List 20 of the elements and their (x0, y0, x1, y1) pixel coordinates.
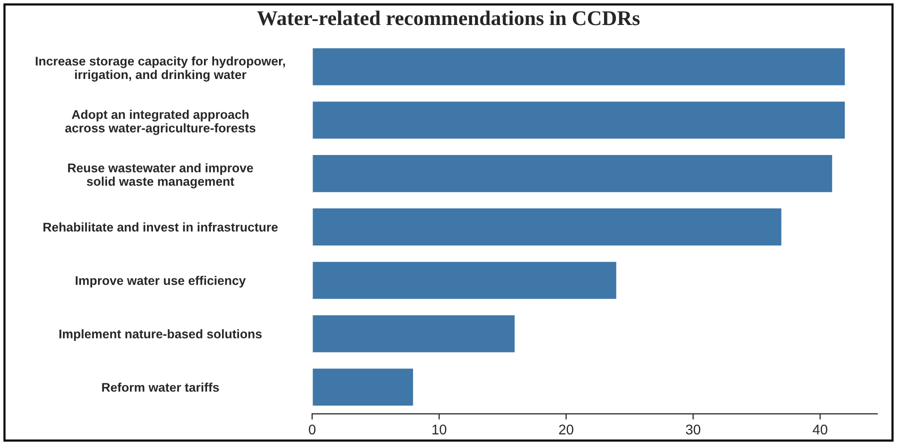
x-tick-label: 0 (308, 424, 316, 434)
x-tick-label: 20 (559, 424, 574, 434)
x-tick-label: 30 (686, 424, 700, 434)
chart-title: Water-related recommendations in CCDRs (257, 10, 640, 26)
bar (312, 367, 414, 408)
y-tick-label: Increase storage capacity for hydropower, irrigation, and drinking water (36, 56, 285, 82)
y-tick-label: Reform water tariffs (102, 382, 219, 392)
bar (312, 46, 846, 87)
y-tick-label: Implement nature-based solutions (59, 329, 262, 341)
y-tick-label: Reuse wastewater and improve solid waste management (68, 163, 254, 188)
bar (312, 207, 783, 247)
bar (312, 154, 834, 194)
bar (312, 314, 516, 354)
x-tick-label: 10 (432, 424, 446, 434)
bar (312, 260, 618, 300)
y-tick-label: Rehabilitate and invest in infrastructure (43, 222, 278, 232)
y-tick-label: Adopt an integrated approach across water-agriculture-forests (65, 110, 256, 135)
bar (312, 100, 846, 140)
y-tick-label: Improve water use efficiency (76, 276, 246, 288)
x-tick-label: 40 (812, 424, 828, 434)
